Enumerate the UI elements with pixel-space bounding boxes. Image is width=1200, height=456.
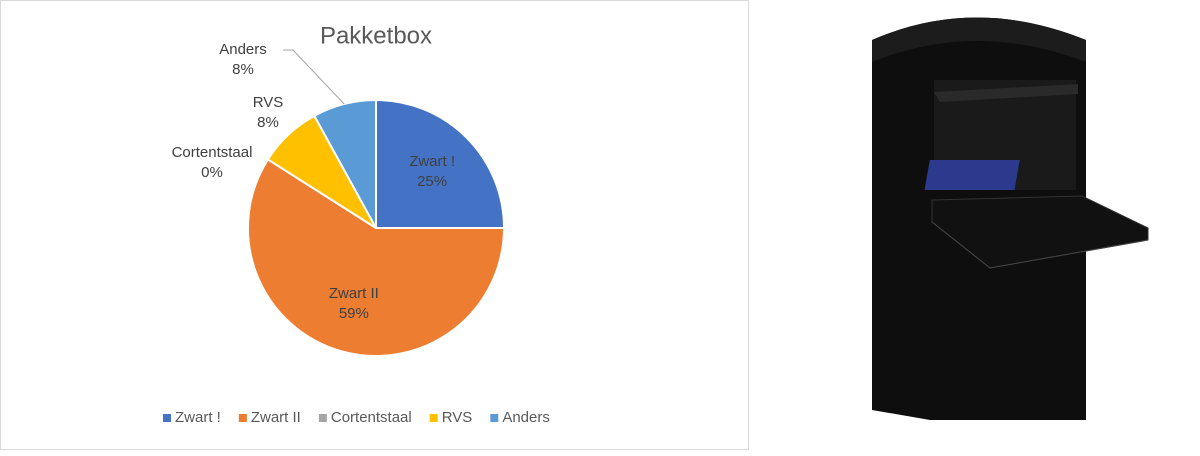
- pie-slice: [247, 158, 506, 357]
- mailbox-lid: [872, 17, 1086, 62]
- leader-line: [283, 49, 345, 105]
- data-label-value: 25%: [417, 173, 447, 190]
- legend-swatch: [163, 414, 171, 422]
- legend-swatch: [490, 414, 499, 422]
- mailbox-flap-edge: [931, 221, 1149, 269]
- legend-label: RVS: [442, 409, 473, 426]
- legend-label: Zwart !: [175, 409, 221, 426]
- data-label-value: 59%: [339, 305, 369, 322]
- product-photo: [872, 17, 1149, 420]
- data-label-name: Zwart !: [409, 153, 455, 170]
- legend-swatch: [318, 414, 327, 422]
- data-label-name: RVS: [253, 94, 284, 111]
- data-label-value: 0%: [201, 164, 223, 181]
- data-label-value: 8%: [232, 61, 254, 78]
- chart-title: Pakketbox: [320, 22, 432, 49]
- legend-label: Cortentstaal: [331, 409, 412, 426]
- mailbox-top-flap: [934, 84, 1078, 102]
- data-label-name: Zwart II: [329, 285, 379, 302]
- legend-swatch: [429, 414, 438, 422]
- data-label-name: Anders: [219, 41, 267, 58]
- legend-label: Anders: [502, 409, 550, 426]
- parcel: [924, 160, 1020, 190]
- pie-slice: [375, 98, 506, 229]
- legend-label: Zwart II: [251, 409, 301, 426]
- legend-swatch: [238, 414, 247, 422]
- data-label-name: Cortentstaal: [172, 144, 253, 161]
- data-label-value: 8%: [257, 114, 279, 131]
- pie-slice: [312, 98, 377, 229]
